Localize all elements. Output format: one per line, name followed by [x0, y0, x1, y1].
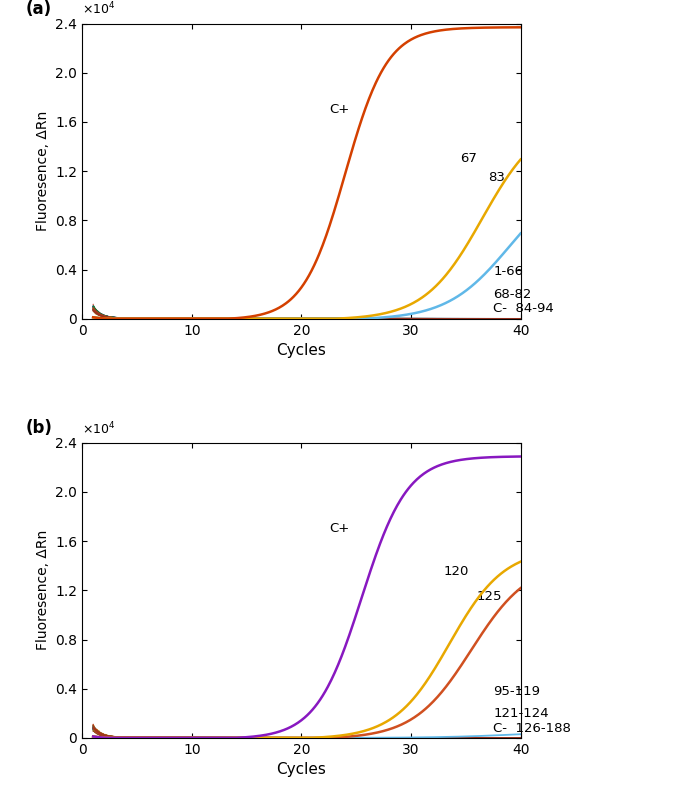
Text: 95-119: 95-119 [493, 685, 540, 698]
Text: C-  84-94: C- 84-94 [493, 302, 554, 316]
Text: $\times10^4$: $\times10^4$ [82, 420, 116, 436]
Text: C+: C+ [329, 522, 349, 535]
Text: 1-66: 1-66 [493, 265, 523, 279]
Text: 125: 125 [477, 590, 502, 603]
Text: (b): (b) [25, 419, 52, 436]
Text: C+: C+ [329, 103, 349, 116]
X-axis label: Cycles: Cycles [277, 343, 326, 358]
X-axis label: Cycles: Cycles [277, 762, 326, 777]
Text: (a): (a) [25, 0, 51, 17]
Text: 67: 67 [460, 152, 477, 166]
Text: C-  126-188: C- 126-188 [493, 721, 571, 735]
Text: $\times10^4$: $\times10^4$ [82, 1, 116, 17]
Text: 120: 120 [444, 565, 469, 579]
Text: 68-82: 68-82 [493, 287, 532, 301]
Text: 83: 83 [488, 171, 505, 184]
Y-axis label: Fluoresence, ΔRn: Fluoresence, ΔRn [36, 111, 49, 232]
Text: 121-124: 121-124 [493, 706, 549, 720]
Y-axis label: Fluoresence, ΔRn: Fluoresence, ΔRn [36, 530, 49, 651]
